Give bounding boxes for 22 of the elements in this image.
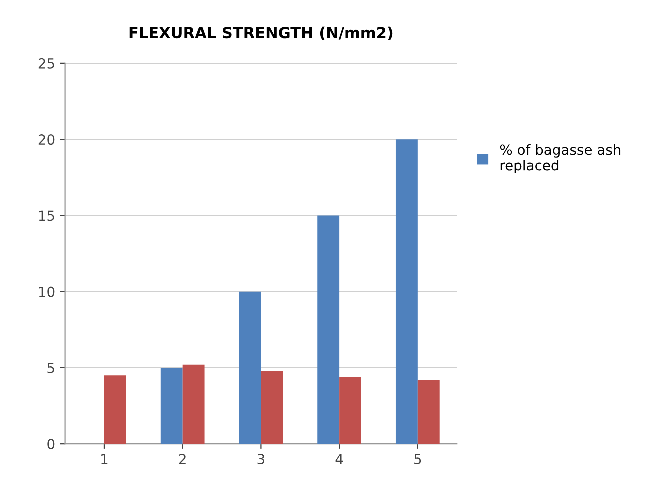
chart-title: FLEXURAL STRENGTH (N/mm2)	[130, 26, 393, 40]
bar	[318, 216, 340, 444]
x-tick-label: 1	[102, 454, 108, 464]
bar	[160, 368, 183, 444]
bar	[239, 292, 262, 444]
y-tick-label: 5	[48, 363, 54, 374]
x-tick-label: 2	[179, 454, 186, 464]
legend-label: % of bagasse ash replaced	[500, 144, 621, 174]
y-tick-label: 0	[48, 439, 55, 450]
bar	[182, 364, 205, 444]
y-tick-label: 20	[38, 134, 55, 146]
x-tick-label: 5	[414, 454, 422, 465]
x-tick-label: 3	[258, 454, 265, 465]
y-tick-label: 15	[39, 210, 54, 222]
y-tick-label: 25	[38, 58, 54, 69]
y-tick-label: 10	[39, 286, 55, 298]
bar	[418, 380, 440, 444]
x-tick-label: 4	[336, 454, 344, 464]
bar	[104, 376, 126, 444]
bar	[340, 377, 362, 444]
bar	[396, 140, 418, 444]
bar	[261, 370, 284, 444]
